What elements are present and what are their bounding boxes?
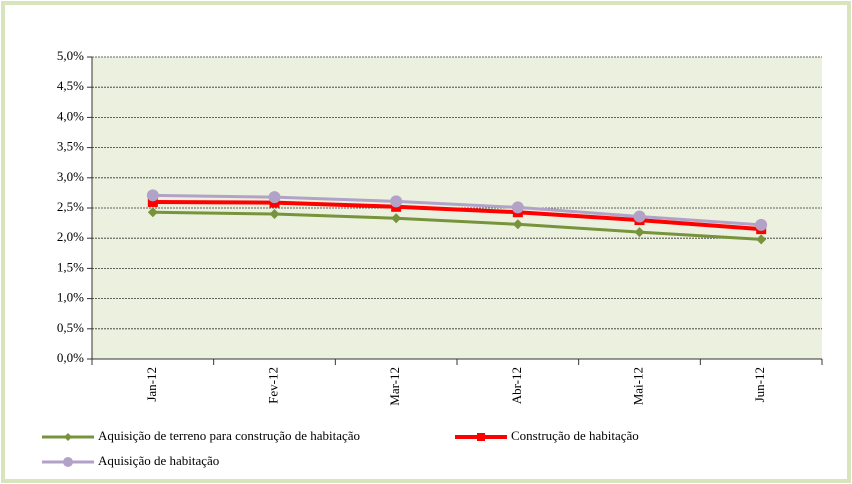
- x-tick-label: Jan-12: [144, 367, 159, 402]
- series-line: [152, 193, 762, 227]
- legend-label: Aquisição de habitação: [98, 453, 219, 468]
- marker: [147, 196, 158, 207]
- x-tick-label: Mar-12: [387, 367, 402, 406]
- x-tick-label: Abr-12: [509, 367, 524, 404]
- marker: [634, 227, 645, 238]
- marker: [511, 201, 524, 214]
- y-tick-label: 2,5%: [57, 199, 84, 214]
- marker: [146, 189, 159, 202]
- marker: [391, 213, 402, 224]
- marker: [756, 234, 767, 245]
- marker: [268, 191, 281, 204]
- legend-label: Construção de habitação: [511, 428, 639, 443]
- y-tick-label: 5,0%: [57, 48, 84, 63]
- y-tick-label: 4,5%: [57, 78, 84, 93]
- marker: [755, 218, 768, 231]
- y-tick-label: 2,0%: [57, 229, 84, 244]
- y-tick-label: 1,0%: [57, 290, 84, 305]
- legend-marker: [64, 433, 72, 441]
- series-line: [152, 210, 762, 241]
- x-tick-label: Mai-12: [630, 367, 645, 405]
- legend-marker: [63, 457, 73, 467]
- y-tick-label: 1,5%: [57, 259, 84, 274]
- y-tick-label: 0,0%: [57, 350, 84, 365]
- series-line: [152, 199, 762, 232]
- x-tick-label: Jun-12: [752, 367, 767, 402]
- marker: [633, 210, 646, 223]
- marker: [390, 195, 403, 208]
- marker: [512, 219, 523, 230]
- y-tick-label: 3,5%: [57, 139, 84, 154]
- y-tick-label: 3,0%: [57, 169, 84, 184]
- marker: [147, 207, 158, 218]
- marker: [269, 209, 280, 220]
- legend-marker: [477, 433, 485, 441]
- y-tick-label: 0,5%: [57, 320, 84, 335]
- legend-label: Aquisição de terreno para construção de …: [98, 428, 360, 443]
- y-tick-label: 4,0%: [57, 108, 84, 123]
- x-tick-label: Fev-12: [265, 367, 280, 404]
